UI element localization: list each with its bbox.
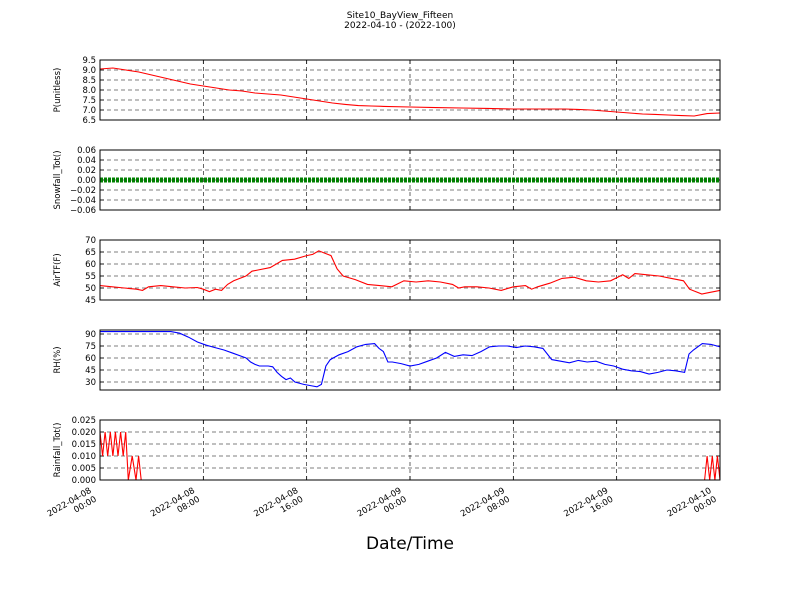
y-tick-label: 30 xyxy=(85,378,96,388)
x-tick-label: 2022-04-0916:00 xyxy=(562,486,615,528)
series-line xyxy=(100,431,720,480)
y-tick-label: 0.010 xyxy=(72,452,96,462)
x-tick-label: 2022-04-0816:00 xyxy=(252,486,305,528)
y-tick-label: 6.5 xyxy=(82,116,96,126)
panel-frame xyxy=(99,329,721,391)
panel-frame xyxy=(99,419,721,481)
y-tick-label: 90 xyxy=(85,330,96,340)
panel-frame xyxy=(99,59,721,121)
y-tick-label: 9.5 xyxy=(82,56,96,66)
y-tick-label: 8.5 xyxy=(82,76,96,86)
series-line xyxy=(100,67,720,117)
y-tick-label: 45 xyxy=(85,366,96,376)
x-axis-label: Date/Time xyxy=(366,534,454,554)
panel-frame xyxy=(99,149,721,211)
y-tick-label: −0.02 xyxy=(70,186,96,196)
y-tick-label: 0.015 xyxy=(72,440,96,450)
chart-subtitle: 2022-04-10 - (2022-100) xyxy=(344,21,456,31)
y-tick-label: 50 xyxy=(85,284,96,294)
series-line xyxy=(100,331,720,388)
y-tick-label: 0.020 xyxy=(72,428,96,438)
y-axis-label: RH(%) xyxy=(53,346,63,373)
y-tick-label: 0.02 xyxy=(77,166,96,176)
x-tick-label: 2022-04-0808:00 xyxy=(149,486,202,528)
x-tick-label: 2022-04-1000:00 xyxy=(666,486,719,528)
chart-title-block: Site10_BayView_Fifteen 2022-04-10 - (202… xyxy=(0,11,800,31)
y-tick-label: 0.04 xyxy=(77,156,96,166)
y-tick-label: 9.0 xyxy=(82,66,96,76)
y-tick-label: 0.025 xyxy=(72,416,96,426)
chart-title: Site10_BayView_Fifteen xyxy=(346,11,454,21)
y-tick-label: −0.04 xyxy=(70,196,96,206)
y-tick-label: 65 xyxy=(85,248,96,258)
y-tick-label: 0.000 xyxy=(72,476,96,486)
y-tick-label: 8.0 xyxy=(82,86,96,96)
y-tick-label: 45 xyxy=(85,296,96,306)
y-tick-label: 0.06 xyxy=(77,146,96,156)
y-axis-label: P(unitless) xyxy=(53,68,63,113)
y-tick-label: −0.06 xyxy=(70,206,96,216)
x-tick-label: 2022-04-0908:00 xyxy=(459,486,512,528)
y-tick-label: 0.00 xyxy=(77,176,96,186)
x-tick-label: 2022-04-0900:00 xyxy=(356,486,409,528)
x-tick-label: 2022-04-0800:00 xyxy=(46,486,99,528)
y-tick-label: 0.005 xyxy=(72,464,96,474)
y-tick-label: 7.5 xyxy=(82,96,96,106)
y-tick-label: 75 xyxy=(85,342,96,352)
y-tick-label: 7.0 xyxy=(82,106,96,116)
y-tick-label: 60 xyxy=(85,354,96,364)
y-tick-label: 55 xyxy=(85,272,96,282)
series-line xyxy=(100,250,720,295)
y-tick-label: 70 xyxy=(85,236,96,246)
y-axis-label: Rainfall_Tot() xyxy=(53,423,63,478)
panel-frame xyxy=(99,239,721,301)
y-axis-label: Snowfall_Tot() xyxy=(53,150,63,209)
y-axis-label: AirTF(F) xyxy=(53,253,63,286)
y-tick-label: 60 xyxy=(85,260,96,270)
